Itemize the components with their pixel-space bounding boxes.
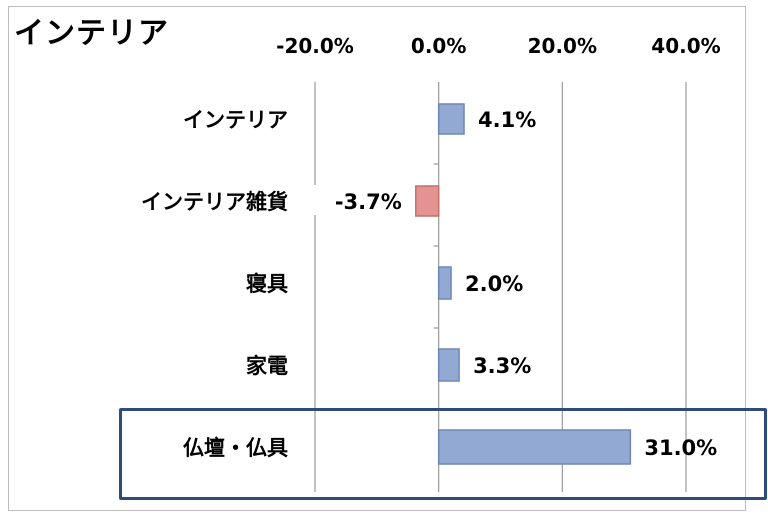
bottom-strip <box>8 511 746 519</box>
bar <box>437 103 465 135</box>
data-label: 2.0% <box>465 272 523 296</box>
category-label: 家電 <box>246 354 288 378</box>
bar <box>437 348 460 382</box>
data-label: 3.3% <box>473 354 531 378</box>
x-tick-label: -20.0% <box>276 34 354 58</box>
category-label: インテリア <box>183 108 288 132</box>
bar <box>415 185 440 217</box>
bars <box>415 103 632 465</box>
chart-title: インテリア <box>14 16 169 51</box>
category-label: インテリア雑貨 <box>141 190 288 214</box>
chart-frame <box>8 6 746 511</box>
x-tick-label: 40.0% <box>651 34 720 58</box>
data-label: -3.7% <box>335 190 402 214</box>
data-label-backing <box>308 185 406 215</box>
bar <box>437 266 452 300</box>
x-tick-labels: -20.0% 0.0% 20.0% 40.0% <box>276 34 721 58</box>
data-label: 4.1% <box>478 108 536 132</box>
data-labels: 4.1% -3.7% 2.0% 3.3% 31.0% <box>308 108 717 460</box>
x-tick-label: 0.0% <box>411 34 466 58</box>
category-label: 仏壇・仏具 <box>183 436 288 460</box>
x-tick-label: 20.0% <box>528 34 597 58</box>
bar <box>437 429 632 465</box>
highlight-box <box>119 408 767 500</box>
category-label: 寝具 <box>246 272 288 296</box>
data-label: 31.0% <box>644 436 717 460</box>
